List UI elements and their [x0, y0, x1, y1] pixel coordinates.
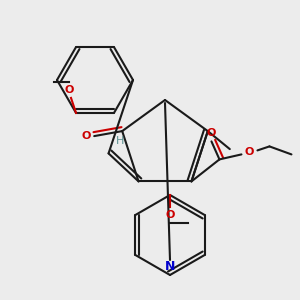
- Text: N: N: [165, 260, 175, 274]
- Text: O: O: [207, 128, 216, 138]
- Text: H: H: [116, 136, 125, 146]
- Text: O: O: [64, 85, 74, 95]
- Text: O: O: [245, 147, 254, 158]
- Text: O: O: [165, 210, 175, 220]
- Text: O: O: [82, 131, 91, 141]
